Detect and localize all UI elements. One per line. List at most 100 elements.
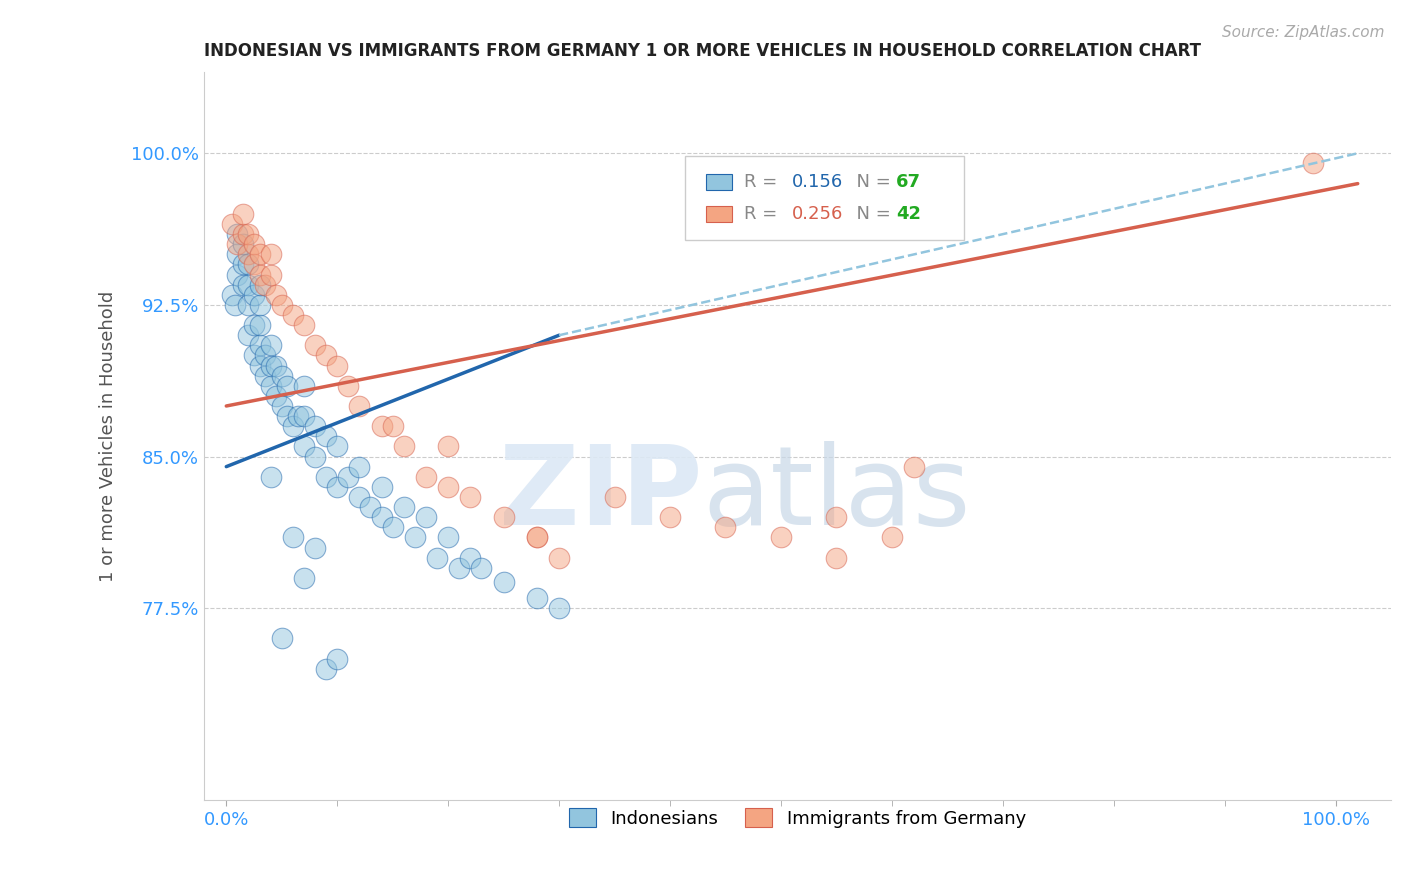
Point: [437, 439, 460, 453]
Point: [232, 237, 254, 252]
Point: [270, 368, 292, 383]
Point: [243, 318, 266, 332]
Point: [437, 530, 460, 544]
Point: [226, 227, 249, 242]
Point: [260, 469, 283, 483]
Point: [238, 298, 260, 312]
Point: [304, 450, 326, 464]
Point: [232, 227, 254, 242]
Point: [243, 348, 266, 362]
Point: [238, 227, 260, 242]
Point: [404, 530, 426, 544]
Point: [249, 277, 271, 292]
Point: [304, 338, 326, 352]
Point: [238, 258, 260, 272]
Point: [238, 247, 260, 261]
Point: [254, 277, 277, 292]
Text: N =: N =: [845, 205, 897, 223]
Point: [281, 308, 304, 322]
Point: [292, 318, 315, 332]
Point: [526, 530, 548, 544]
Point: [232, 258, 254, 272]
Point: [492, 574, 515, 589]
Point: [226, 247, 249, 261]
Point: [260, 247, 283, 261]
Point: [238, 328, 260, 343]
Point: [381, 520, 404, 534]
Point: [349, 459, 371, 474]
Point: [232, 277, 254, 292]
Point: [249, 338, 271, 352]
Text: 0.156: 0.156: [792, 172, 842, 191]
Point: [659, 510, 682, 524]
Point: [304, 419, 326, 434]
Point: [337, 469, 360, 483]
Point: [292, 409, 315, 423]
Point: [360, 500, 382, 514]
Point: [449, 560, 471, 574]
Point: [281, 419, 304, 434]
Point: [243, 237, 266, 252]
Point: [264, 288, 287, 302]
Point: [337, 378, 360, 392]
Point: [315, 348, 337, 362]
Point: [224, 298, 246, 312]
Point: [714, 520, 737, 534]
Point: [769, 530, 792, 544]
Point: [249, 359, 271, 373]
Text: INDONESIAN VS IMMIGRANTS FROM GERMANY 1 OR MORE VEHICLES IN HOUSEHOLD CORRELATIO: INDONESIAN VS IMMIGRANTS FROM GERMANY 1 …: [204, 42, 1201, 60]
Point: [492, 510, 515, 524]
Point: [260, 359, 283, 373]
Point: [437, 480, 460, 494]
Point: [249, 247, 271, 261]
Point: [460, 490, 482, 504]
Point: [880, 530, 903, 544]
Text: R =: R =: [744, 205, 783, 223]
Point: [260, 338, 283, 352]
Point: [292, 378, 315, 392]
Point: [281, 530, 304, 544]
Point: [287, 409, 309, 423]
Point: [326, 480, 349, 494]
Point: [370, 510, 392, 524]
Point: [304, 541, 326, 555]
FancyBboxPatch shape: [706, 174, 733, 190]
Legend: Indonesians, Immigrants from Germany: Indonesians, Immigrants from Germany: [562, 801, 1033, 835]
Point: [249, 268, 271, 282]
Point: [426, 550, 449, 565]
Point: [392, 439, 415, 453]
Text: 67: 67: [896, 172, 921, 191]
Point: [415, 469, 437, 483]
Point: [270, 632, 292, 646]
Point: [238, 277, 260, 292]
Point: [903, 459, 925, 474]
Point: [249, 318, 271, 332]
Point: [825, 550, 848, 565]
Point: [315, 469, 337, 483]
Point: [226, 268, 249, 282]
Point: [381, 419, 404, 434]
Point: [370, 480, 392, 494]
Point: [326, 651, 349, 665]
Point: [370, 419, 392, 434]
Point: [260, 268, 283, 282]
Point: [243, 258, 266, 272]
Point: [415, 510, 437, 524]
Point: [526, 591, 548, 605]
Point: [264, 389, 287, 403]
Point: [270, 399, 292, 413]
Point: [460, 550, 482, 565]
Point: [254, 368, 277, 383]
Text: Source: ZipAtlas.com: Source: ZipAtlas.com: [1222, 25, 1385, 40]
Point: [548, 601, 571, 615]
Text: R =: R =: [744, 172, 783, 191]
Text: N =: N =: [845, 172, 897, 191]
Point: [392, 500, 415, 514]
Point: [315, 429, 337, 443]
Point: [349, 399, 371, 413]
Point: [603, 490, 626, 504]
Point: [276, 409, 298, 423]
Point: [221, 217, 243, 231]
FancyBboxPatch shape: [685, 156, 963, 240]
Y-axis label: 1 or more Vehicles in Household: 1 or more Vehicles in Household: [100, 291, 117, 582]
